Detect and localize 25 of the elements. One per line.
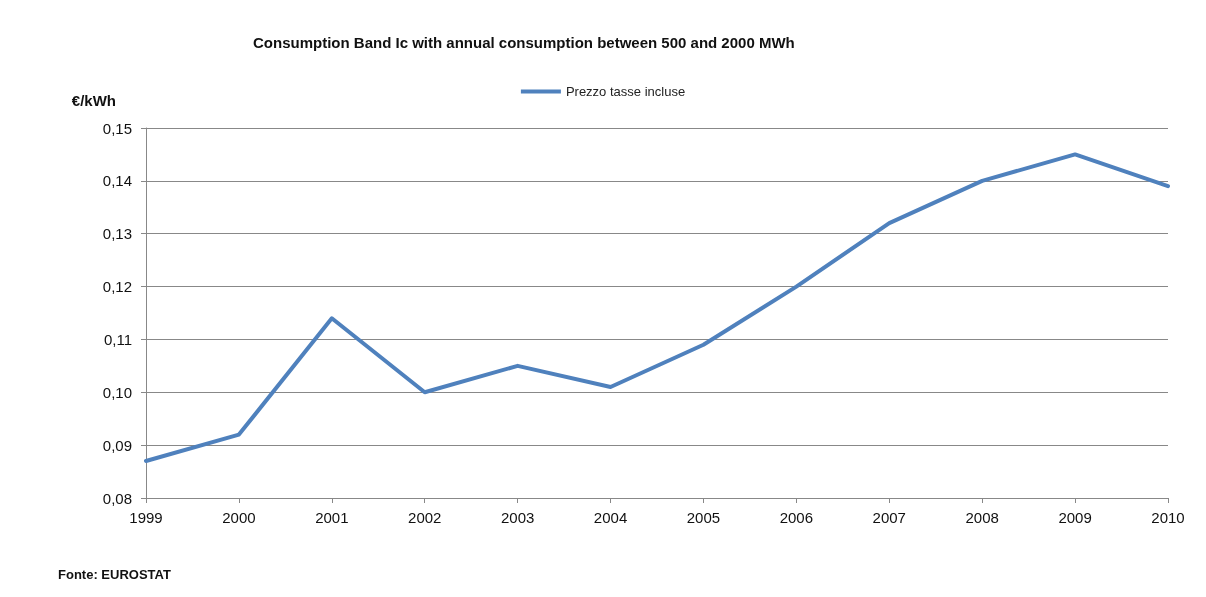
y-axis-title: €/kWh xyxy=(71,92,116,109)
chart-title: Consumption Band Ic with annual consumption between 500 and 2000 MWh xyxy=(253,34,795,51)
y-tick-label: 0,08 xyxy=(102,489,132,507)
source-note: Fonte: EUROSTAT xyxy=(58,567,171,582)
y-tick-label: 0,15 xyxy=(102,119,132,137)
x-tick-label: 2009 xyxy=(1058,509,1092,526)
y-tick-label: 0,10 xyxy=(102,383,132,401)
y-tick-label: 0,09 xyxy=(102,436,132,454)
x-tick-label: 1999 xyxy=(129,509,163,526)
line-series xyxy=(144,152,1170,463)
x-tick-label: 2001 xyxy=(315,509,349,526)
y-tick-label: 0,14 xyxy=(102,172,132,190)
legend-label: Prezzo tasse incluse xyxy=(565,84,686,99)
x-tick-label: 2003 xyxy=(500,509,535,526)
x-tick-label: 2000 xyxy=(222,509,256,526)
x-tick-label: 2008 xyxy=(965,509,999,526)
x-tick-label: 2010 xyxy=(1151,509,1185,526)
x-tick-label: 2006 xyxy=(779,509,814,526)
y-tick-label: 0,11 xyxy=(103,330,132,348)
x-tick-label: 2005 xyxy=(686,509,721,526)
y-tick-label: 0,12 xyxy=(102,278,132,296)
x-tick-label: 2002 xyxy=(408,509,442,526)
x-tick-label: 2004 xyxy=(593,509,628,526)
y-tick-label: 0,13 xyxy=(102,225,132,243)
x-tick-label: 2007 xyxy=(872,509,906,526)
